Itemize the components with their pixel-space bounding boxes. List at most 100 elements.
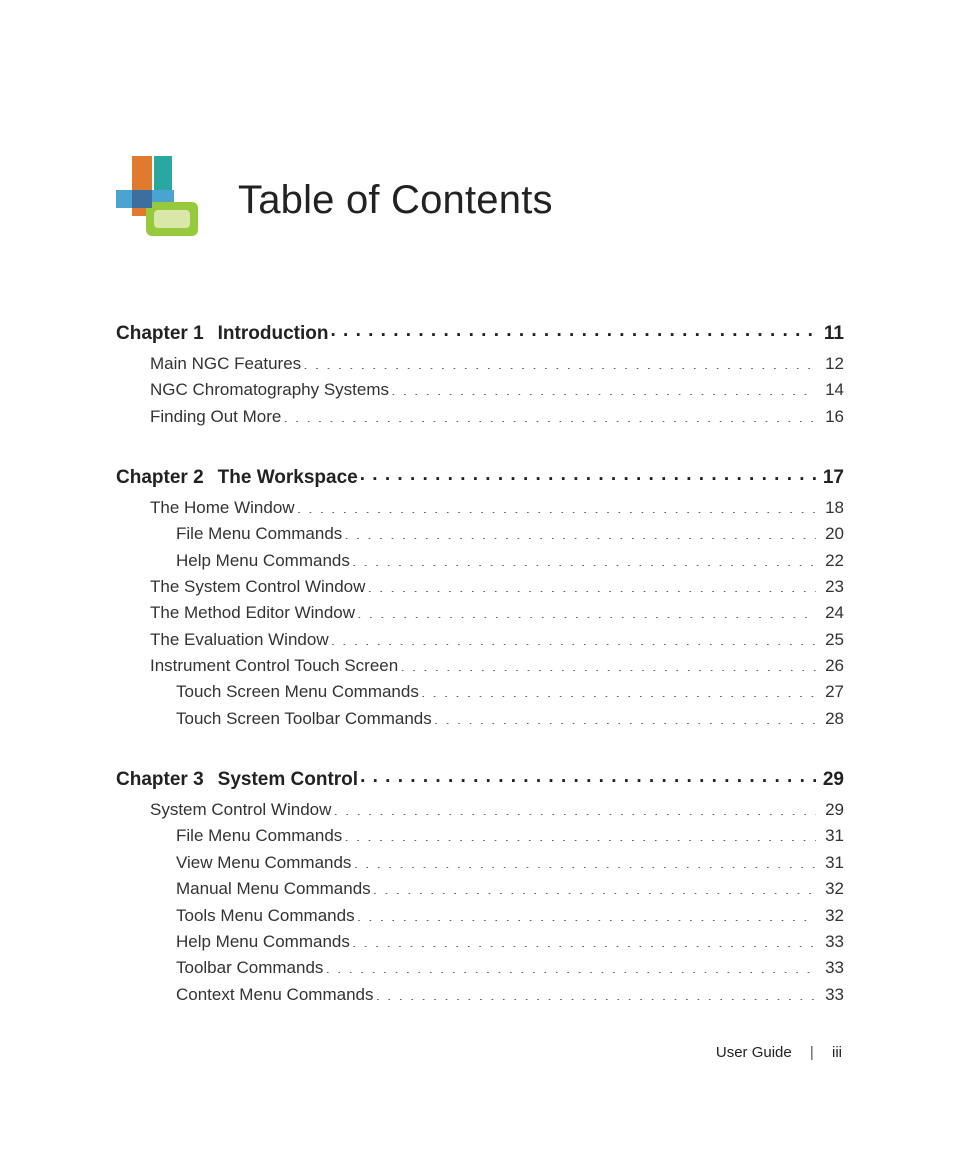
toc-item-page: 29 [818,797,844,823]
toc-item[interactable]: Manual Menu Commands 32 [116,876,844,902]
toc-item-page: 20 [818,521,844,547]
toc-item-label: Finding Out More [150,404,281,430]
toc-item-label: Context Menu Commands [176,982,373,1008]
toc-item-label: Manual Menu Commands [176,876,371,902]
toc-chapter[interactable]: Chapter 1 Introduction 11 [116,320,844,345]
toc-item-page: 33 [818,929,844,955]
toc-item[interactable]: Toolbar Commands 33 [116,955,844,981]
toc-chapter[interactable]: Chapter 2 The Workspace 17 [116,464,844,489]
toc-leader [353,851,816,868]
toc-leader [360,766,816,785]
toc-item-label: Help Menu Commands [176,548,350,574]
toc-chapter-number: Chapter 2 [116,467,204,489]
toc-item-label: File Menu Commands [176,823,342,849]
toc-item[interactable]: Touch Screen Menu Commands 27 [116,679,844,705]
toc-item[interactable]: Help Menu Commands 22 [116,548,844,574]
toc-item-page: 31 [818,823,844,849]
toc-leader [331,628,816,645]
toc-item[interactable]: View Menu Commands31 [116,850,844,876]
toc-item-label: System Control Window [150,797,331,823]
toc-item[interactable]: Tools Menu Commands 32 [116,903,844,929]
toc-item-label: Tools Menu Commands [176,903,355,929]
toc-item-page: 28 [818,706,844,732]
toc-leader [352,930,816,947]
toc-chapter-title: System Control [218,769,358,791]
toc-leader [325,956,816,973]
toc-leader [357,601,816,618]
toc-leader [391,378,816,395]
toc-item[interactable]: File Menu Commands 31 [116,823,844,849]
toc-chapter-page: 11 [818,323,844,345]
toc-item[interactable]: Finding Out More 16 [116,404,844,430]
toc-leader [400,654,816,671]
toc-chapter-title: The Workspace [218,467,358,489]
toc-chapter-page: 29 [818,769,844,791]
toc-item-page: 25 [818,627,844,653]
toc-item-page: 33 [818,955,844,981]
toc-item-page: 22 [818,548,844,574]
toc-item-page: 18 [818,495,844,521]
toc-item[interactable]: File Menu Commands 20 [116,521,844,547]
toc-item-label: The Method Editor Window [150,600,355,626]
toc-item-page: 32 [818,876,844,902]
toc-chapter-number: Chapter 3 [116,769,204,791]
toc-leader [344,522,816,539]
toc-item[interactable]: The Method Editor Window 24 [116,600,844,626]
toc-leader [283,405,816,422]
toc-item[interactable]: Help Menu Commands 33 [116,929,844,955]
logo-icon [110,150,210,250]
toc-chapter-number: Chapter 1 [116,323,204,345]
toc-leader [367,575,816,592]
toc-leader [303,352,816,369]
toc-chapter-page: 17 [818,467,844,489]
toc-item-label: The Evaluation Window [150,627,329,653]
toc-chapter[interactable]: Chapter 3 System Control 29 [116,766,844,791]
footer-separator: | [810,1044,814,1061]
page-title: Table of Contents [238,178,553,223]
toc-item-label: The Home Window [150,495,295,521]
footer-page-number: iii [832,1044,842,1061]
toc-leader [375,983,816,1000]
toc-leader [297,496,816,513]
toc-leader [357,904,816,921]
toc-item-page: 16 [818,404,844,430]
toc-item[interactable]: NGC Chromatography Systems 14 [116,377,844,403]
toc-item-page: 26 [818,653,844,679]
footer-doc-label: User Guide [716,1044,792,1061]
toc-item-page: 32 [818,903,844,929]
toc-leader [333,798,816,815]
footer: User Guide | iii [716,1044,842,1061]
toc-chapter-title: Introduction [218,323,329,345]
toc-item-page: 24 [818,600,844,626]
toc-leader [352,549,816,566]
toc-item-label: Toolbar Commands [176,955,323,981]
toc-leader [330,320,816,339]
toc-leader [344,824,816,841]
toc-item-label: Touch Screen Toolbar Commands [176,706,432,732]
toc-item-label: View Menu Commands [176,850,351,876]
toc-item-label: Main NGC Features [150,351,301,377]
page: Table of Contents Chapter 1 Introduction 1… [0,0,954,1159]
toc-item[interactable]: The Home Window 18 [116,495,844,521]
toc-item[interactable]: The System Control Window23 [116,574,844,600]
toc-item[interactable]: Context Menu Commands 33 [116,982,844,1008]
toc-item-page: 33 [818,982,844,1008]
toc-item[interactable]: System Control Window 29 [116,797,844,823]
toc-item-label: Help Menu Commands [176,929,350,955]
header: Table of Contents [110,150,844,250]
table-of-contents: Chapter 1 Introduction 11 Main NGC Features… [116,320,844,1008]
toc-item-label: Instrument Control Touch Screen [150,653,398,679]
toc-item[interactable]: Main NGC Features 12 [116,351,844,377]
toc-item-page: 27 [818,679,844,705]
toc-item-page: 12 [818,351,844,377]
toc-item-label: Touch Screen Menu Commands [176,679,419,705]
toc-leader [373,877,816,894]
toc-item[interactable]: Instrument Control Touch Screen 26 [116,653,844,679]
toc-item-label: NGC Chromatography Systems [150,377,389,403]
toc-item[interactable]: The Evaluation Window 25 [116,627,844,653]
toc-item-label: The System Control Window [150,574,365,600]
toc-item-label: File Menu Commands [176,521,342,547]
toc-item-page: 14 [818,377,844,403]
toc-leader [421,680,816,697]
toc-item[interactable]: Touch Screen Toolbar Commands 28 [116,706,844,732]
